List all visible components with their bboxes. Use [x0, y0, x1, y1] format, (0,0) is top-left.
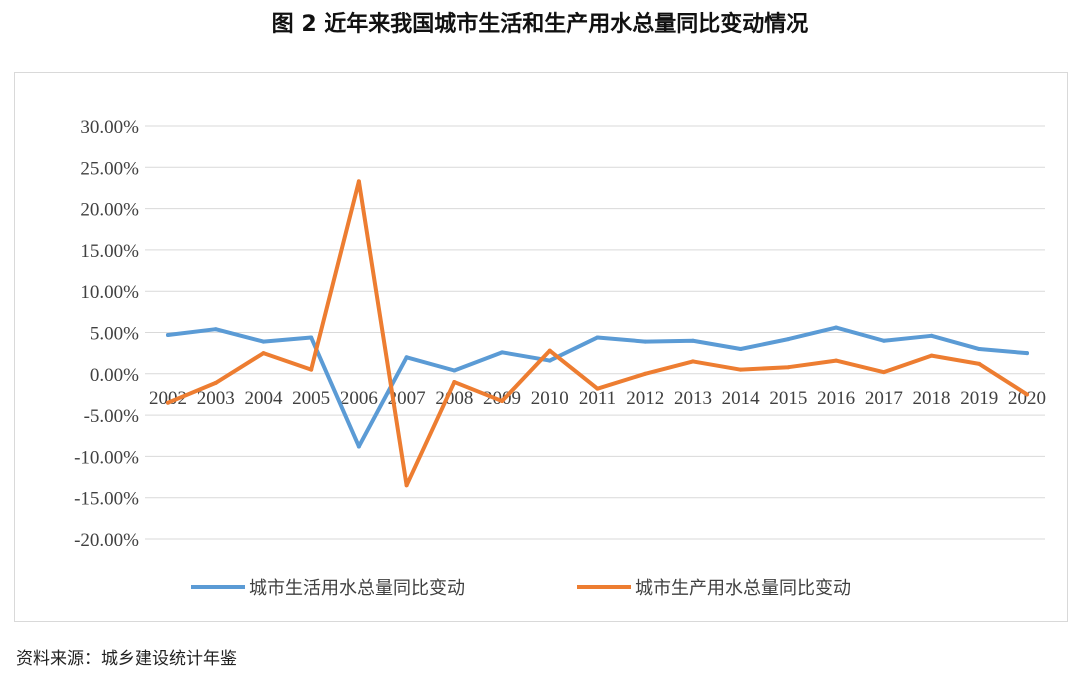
y-tick-label: 15.00%	[80, 241, 139, 262]
data-point	[452, 368, 457, 373]
x-tick-label: 2007	[388, 388, 426, 409]
y-tick-label: 25.00%	[80, 158, 139, 179]
x-tick-label: 2014	[722, 388, 761, 409]
x-tick-label: 2016	[817, 388, 855, 409]
data-point	[309, 335, 314, 340]
data-point	[690, 359, 695, 364]
x-tick-label: 2018	[913, 388, 951, 409]
data-point	[404, 483, 409, 488]
data-point	[834, 325, 839, 330]
data-point	[547, 358, 552, 363]
y-tick-label: -10.00%	[74, 447, 139, 468]
legend-label: 城市生活用水总量同比变动	[249, 578, 465, 599]
line-chart: 30.00% 25.00% 20.00% 15.00% 10.00% 5.00% 0.00%…	[74, 117, 1046, 599]
data-point	[738, 367, 743, 372]
data-point	[977, 347, 982, 352]
data-point	[929, 333, 934, 338]
data-point	[738, 347, 743, 352]
data-point	[356, 444, 361, 449]
data-point	[881, 338, 886, 343]
data-point	[309, 367, 314, 372]
x-tick-label: 2012	[626, 388, 664, 409]
x-tick-label: 2002	[149, 388, 187, 409]
data-point	[500, 399, 505, 404]
x-tick-label: 2013	[674, 388, 712, 409]
y-tick-label: 0.00%	[90, 365, 139, 386]
data-point	[1025, 351, 1029, 356]
data-point	[452, 380, 457, 385]
x-tick-label: 2005	[292, 388, 330, 409]
chart-area: 30.00% 25.00% 20.00% 15.00% 10.00% 5.00% 0.00%…	[14, 72, 1068, 622]
x-tick-label: 2019	[960, 388, 998, 409]
data-point	[404, 355, 409, 360]
data-point	[595, 335, 600, 340]
data-point	[213, 327, 218, 332]
y-tick-label: -5.00%	[84, 406, 140, 427]
x-tick-label: 2015	[769, 388, 807, 409]
data-point	[786, 337, 791, 342]
data-point	[547, 348, 552, 353]
data-point	[834, 358, 839, 363]
data-point	[500, 350, 505, 355]
y-tick-label: -15.00%	[74, 489, 139, 510]
legend-label: 城市生产用水总量同比变动	[635, 578, 851, 599]
y-tick-label: 20.00%	[80, 200, 139, 221]
x-tick-label: 2003	[197, 388, 235, 409]
data-point	[643, 371, 648, 376]
data-point	[356, 179, 361, 184]
data-point	[786, 365, 791, 370]
data-point	[261, 351, 266, 356]
x-tick-label: 2020	[1008, 388, 1046, 409]
y-tick-label: -20.00%	[74, 530, 139, 551]
page-title: 图 2 近年来我国城市生活和生产用水总量同比变动情况	[271, 12, 809, 37]
data-point	[261, 339, 266, 344]
data-point	[166, 400, 170, 405]
y-tick-label: 10.00%	[80, 282, 139, 303]
x-tick-label: 2010	[531, 388, 569, 409]
data-point	[166, 332, 170, 337]
x-tick-label: 2004	[244, 388, 283, 409]
series-line-2	[166, 179, 1029, 488]
data-point	[643, 339, 648, 344]
data-point	[1025, 392, 1029, 397]
data-point	[690, 338, 695, 343]
data-point	[929, 353, 934, 358]
x-tick-label: 2008	[435, 388, 473, 409]
data-point	[213, 380, 218, 385]
data-point	[595, 386, 600, 391]
y-tick-label: 30.00%	[80, 117, 139, 138]
source-note: 资料来源：城乡建设统计年鉴	[16, 649, 237, 669]
data-point	[977, 361, 982, 366]
x-tick-label: 2017	[865, 388, 903, 409]
y-tick-label: 5.00%	[90, 324, 139, 345]
x-tick-label: 2006	[340, 388, 378, 409]
x-tick-label: 2011	[579, 388, 616, 409]
data-point	[881, 370, 886, 375]
